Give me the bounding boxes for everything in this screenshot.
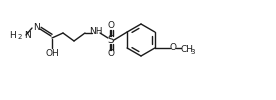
Text: O: O bbox=[107, 22, 115, 30]
Text: N: N bbox=[33, 22, 39, 32]
Text: O: O bbox=[107, 50, 115, 58]
Text: H: H bbox=[9, 30, 16, 40]
Text: OH: OH bbox=[45, 48, 59, 58]
Text: NH: NH bbox=[89, 28, 103, 36]
Text: S: S bbox=[108, 35, 114, 45]
Text: 2: 2 bbox=[18, 34, 22, 40]
Text: 3: 3 bbox=[191, 48, 195, 55]
Text: CH: CH bbox=[180, 44, 193, 54]
Text: N: N bbox=[24, 30, 31, 40]
Text: O: O bbox=[169, 44, 176, 52]
